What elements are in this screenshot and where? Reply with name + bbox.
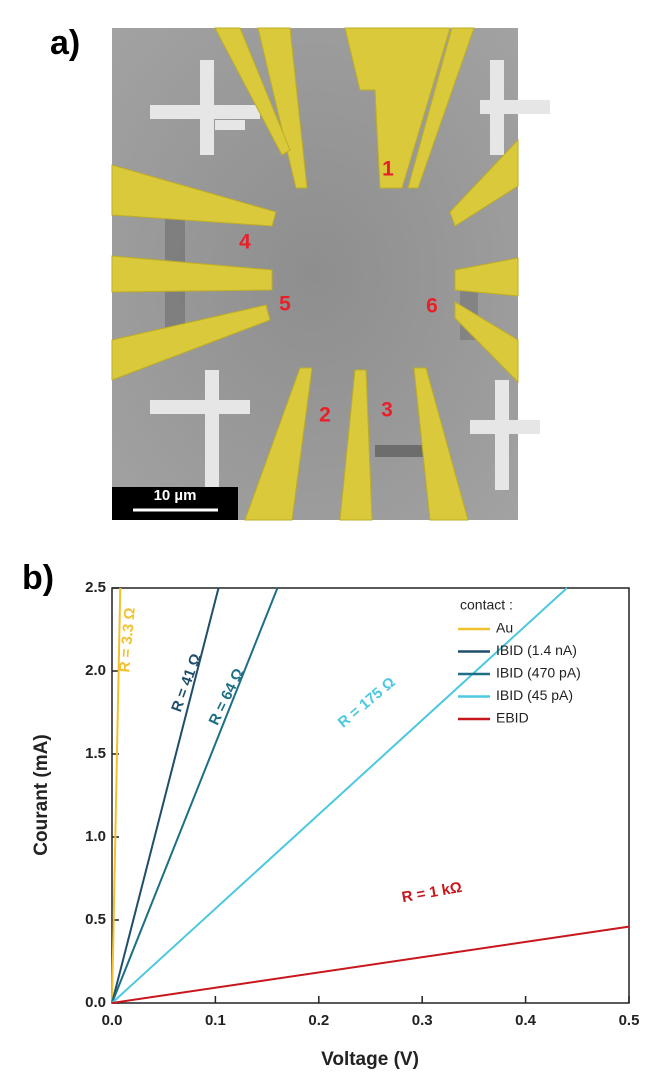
y-axis-label: Courant (mA): [31, 734, 52, 855]
annotation: R = 3.3 Ω: [116, 607, 139, 673]
y-tick-label: 1.5: [85, 745, 106, 762]
electrode-label: 1: [382, 158, 394, 181]
y-tick-label: 0.5: [85, 911, 106, 928]
y-tick-label: 1.0: [85, 828, 106, 845]
series-line: [111, 587, 568, 1004]
x-tick-label: 0.3: [412, 1012, 433, 1029]
annotation: R = 175 Ω: [335, 674, 399, 731]
series-line: [111, 587, 279, 1004]
annotation: R = 41 Ω: [168, 651, 205, 714]
x-tick-label: 0.0: [102, 1012, 123, 1029]
electrode-label: 3: [381, 399, 393, 422]
legend-label: EBID: [496, 710, 529, 726]
x-tick-label: 0.1: [205, 1012, 226, 1029]
legend-label: Au: [496, 620, 513, 636]
legend-label: IBID (1.4 nA): [496, 642, 577, 658]
sem-image: 10 µm: [111, 27, 550, 521]
electrode-label: 6: [426, 295, 438, 318]
series-line: [111, 587, 220, 1004]
y-tick-label: 0.0: [85, 994, 106, 1011]
electrodes: [111, 27, 519, 521]
alignment-marks: [150, 60, 550, 490]
panel-label: a): [50, 24, 80, 62]
y-tick-label: 2.5: [85, 579, 106, 596]
series-line: [111, 925, 630, 1004]
legend-label: IBID (45 pA): [496, 687, 573, 703]
electrode-label: 4: [239, 231, 251, 254]
annotation: R = 64 Ω: [206, 666, 248, 728]
x-axis-label: Voltage (V): [321, 1049, 419, 1070]
panel-label: b): [22, 559, 54, 597]
annotation: R = 1 kΩ: [400, 879, 463, 906]
x-tick-label: 0.4: [515, 1012, 537, 1029]
legend-label: IBID (470 pA): [496, 665, 581, 681]
y-tick-label: 2.0: [85, 662, 106, 679]
plot-frame: [111, 587, 630, 1004]
series-line: [111, 587, 122, 1004]
x-tick-label: 0.5: [619, 1012, 640, 1029]
scale-bar-label: 10 µm: [154, 487, 197, 504]
electrode-label: 5: [279, 293, 291, 316]
x-tick-label: 0.2: [308, 1012, 329, 1029]
electrode-label: 2: [319, 404, 331, 427]
legend-title: contact :: [460, 597, 513, 613]
